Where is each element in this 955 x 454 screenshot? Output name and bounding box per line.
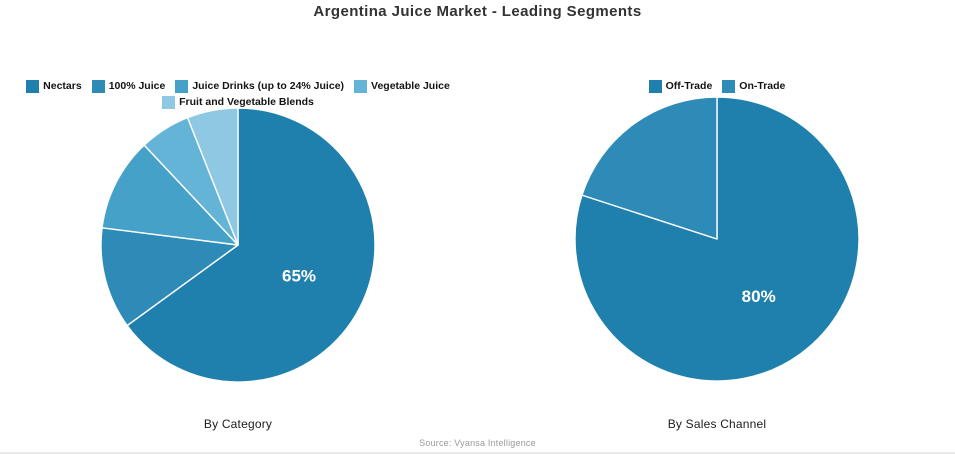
source-attribution: Source: Vyansa Intelligence xyxy=(419,438,536,448)
pie-percentage-label: 65% xyxy=(282,267,316,286)
pie-slice-juice-drinks-up-to-24-juice xyxy=(101,144,239,246)
legend-item-off-trade: Off-Trade xyxy=(648,79,713,93)
legend-label: 100% Juice xyxy=(108,80,166,92)
legend-swatch xyxy=(175,79,189,93)
legend-by-category: Nectars 100% Juice Juice Drinks (up to 24%… xyxy=(12,79,464,109)
pie-slice-100-juice xyxy=(100,227,239,327)
legend-label: Off-Trade xyxy=(665,80,713,92)
legend-label: Juice Drinks (up to 24% Juice) xyxy=(192,80,345,92)
chart-title: Argentina Juice Market - Leading Segment… xyxy=(313,3,642,20)
pie-slice-fruit-and-vegetable-blends xyxy=(186,107,239,246)
legend-swatch xyxy=(91,79,105,93)
legend-label: On-Trade xyxy=(739,80,786,92)
legend-by-sales-channel: Off-Trade On-Trade xyxy=(592,79,842,93)
subplot-label-by-category: By Category xyxy=(203,417,273,431)
legend-item-fruit-and-vegetable-blends: Fruit and Vegetable Blends xyxy=(162,95,314,109)
pie-chart-by-category: 65% xyxy=(100,107,376,383)
bottom-divider xyxy=(0,452,955,454)
legend-label: Nectars xyxy=(43,80,82,92)
legend-item-100-juice: 100% Juice xyxy=(91,79,166,93)
legend-swatch xyxy=(648,79,662,93)
legend-label: Fruit and Vegetable Blends xyxy=(179,96,314,108)
legend-swatch xyxy=(722,79,736,93)
legend-item-nectars: Nectars xyxy=(26,79,82,93)
subplot-label-by-sales-channel: By Sales Channel xyxy=(667,417,767,431)
legend-swatch xyxy=(26,79,40,93)
pie-chart-by-sales-channel: 80% xyxy=(574,96,860,382)
pie-percentage-label: 80% xyxy=(742,287,776,306)
legend-item-on-trade: On-Trade xyxy=(722,79,785,93)
pie-slice-nectars xyxy=(126,107,376,383)
legend-swatch xyxy=(354,79,368,93)
legend-swatch xyxy=(162,95,176,109)
legend-label: Vegetable Juice xyxy=(371,80,450,92)
pie-slice-on-trade xyxy=(581,96,718,240)
legend-item-vegetable-juice: Vegetable Juice xyxy=(354,79,450,93)
legend-item-juice-drinks-up-to-24-juice: Juice Drinks (up to 24% Juice) xyxy=(175,79,344,93)
